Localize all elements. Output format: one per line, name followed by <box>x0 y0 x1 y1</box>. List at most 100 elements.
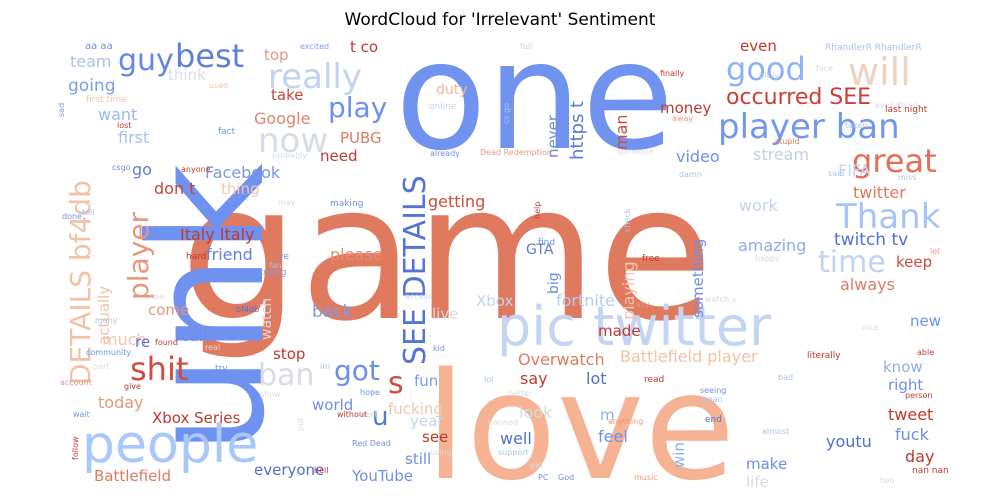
word-fuck: fuck <box>895 425 930 444</box>
word-anything: anything <box>608 417 643 426</box>
word-stupid: stupid <box>775 137 800 146</box>
word-music: music <box>634 473 658 482</box>
word-see: see <box>422 428 448 446</box>
word-see-details: SEE DETAILS <box>398 175 433 365</box>
word-stop: stop <box>273 345 305 363</box>
word-mean: mean <box>700 395 723 404</box>
word-free: free <box>642 254 660 264</box>
word-found: found <box>155 338 178 347</box>
word-think: think <box>168 66 206 84</box>
word-work: work <box>739 196 778 215</box>
word-using: using <box>430 448 452 457</box>
word-first-time: first time <box>86 95 127 105</box>
word-xbox: Xbox <box>476 292 514 310</box>
word-youtube: YouTube <box>351 467 413 485</box>
word-play: play <box>328 91 387 124</box>
word-unk: unk <box>116 163 300 455</box>
word-friend: friend <box>206 245 253 264</box>
word-don-t: don t <box>154 179 195 198</box>
word-someone: someone <box>617 147 654 156</box>
word-fact: fact <box>218 127 236 137</box>
word-last-night: last night <box>885 105 928 115</box>
word-stream: stream <box>753 145 809 164</box>
word-end: end <box>705 415 722 425</box>
word-full: full <box>520 42 532 51</box>
word-say: say <box>520 369 548 388</box>
word-s: s <box>388 366 404 401</box>
word-find: find <box>538 238 555 248</box>
word-big: big <box>546 272 562 294</box>
word-crazy: crazy <box>628 300 650 309</box>
word-use: use <box>150 292 164 301</box>
word-come: come <box>148 301 189 319</box>
word-fun: fun <box>414 372 438 390</box>
word-hard: hard <box>186 252 206 262</box>
word-kid: kid <box>433 344 445 353</box>
word-overwatch: Overwatch <box>518 350 605 369</box>
word-good: good <box>726 50 806 88</box>
word-top: top <box>264 46 289 64</box>
word-fortnite: fortnite <box>556 291 615 310</box>
word-csgo: csgo <box>112 163 131 172</box>
word-making: making <box>330 199 363 209</box>
word-much: much <box>102 330 147 349</box>
word-back: back <box>312 302 353 322</box>
word-player: player <box>122 211 155 300</box>
word-fucking: fucking <box>388 400 443 418</box>
word-youtu: youtu <box>826 432 872 451</box>
word-literally: literally <box>807 351 841 361</box>
word-take: take <box>271 86 303 104</box>
word-game: game <box>180 144 713 363</box>
word-happy: happy <box>755 254 780 263</box>
word-everyone: everyone <box>254 461 324 479</box>
word-u: u <box>372 402 388 432</box>
word-t-co: t co <box>350 38 378 56</box>
word-facebook: Facebook <box>205 163 281 182</box>
word-dead-redemption: Dead Redemption <box>480 148 552 157</box>
word-two: two <box>880 476 895 485</box>
word-day: day <box>905 447 934 466</box>
word-player-ban: player ban <box>718 107 900 147</box>
word-man: man <box>612 114 631 150</box>
word-follow: follow <box>71 436 80 460</box>
word-gta: GTA <box>526 242 554 258</box>
word-may: may <box>278 198 296 207</box>
word-even: even <box>740 37 777 55</box>
word-always: always <box>840 275 895 294</box>
word-away: away <box>672 114 693 123</box>
word-cs-go: cs go <box>502 103 511 124</box>
word-re: re <box>135 333 150 351</box>
word-person: person <box>905 391 932 400</box>
word-seeing: seeing <box>700 386 726 395</box>
word-help: help <box>533 202 542 219</box>
word-check: check <box>623 208 632 232</box>
word-watch-v: watch v <box>705 295 737 304</box>
word-battlefield: Battlefield <box>94 467 171 485</box>
word-shit: shit <box>130 350 188 388</box>
word-lost: lost <box>117 121 131 130</box>
word-nan-nan: nan nan <box>912 466 949 476</box>
word-bad: bad <box>778 373 793 382</box>
word-girl: girl <box>530 461 543 470</box>
word-battlefield-player: Battlefield player <box>620 347 758 366</box>
word-better: better <box>508 389 533 398</box>
word-tell: tell <box>82 208 95 217</box>
word-hope: hope <box>360 388 380 397</box>
word-aa-aa: aa aa <box>85 41 113 52</box>
word-xbox-series: Xbox Series <box>152 409 240 427</box>
word-red-dead: Red Dead <box>352 439 391 448</box>
word-almost: almost <box>762 427 789 436</box>
word-without: without <box>337 410 367 419</box>
word-really: really <box>268 57 362 97</box>
word-part: part <box>93 362 109 371</box>
word-community: community <box>86 348 131 357</box>
word-will: will <box>848 50 911 94</box>
word-keep: keep <box>896 253 932 271</box>
word-team: team <box>70 52 112 71</box>
word-time: time <box>818 245 886 280</box>
word-give: give <box>124 382 141 391</box>
word-win: win <box>670 442 688 468</box>
word-used: used <box>209 81 228 90</box>
word-pic-twitter: pic twitter <box>497 295 772 358</box>
